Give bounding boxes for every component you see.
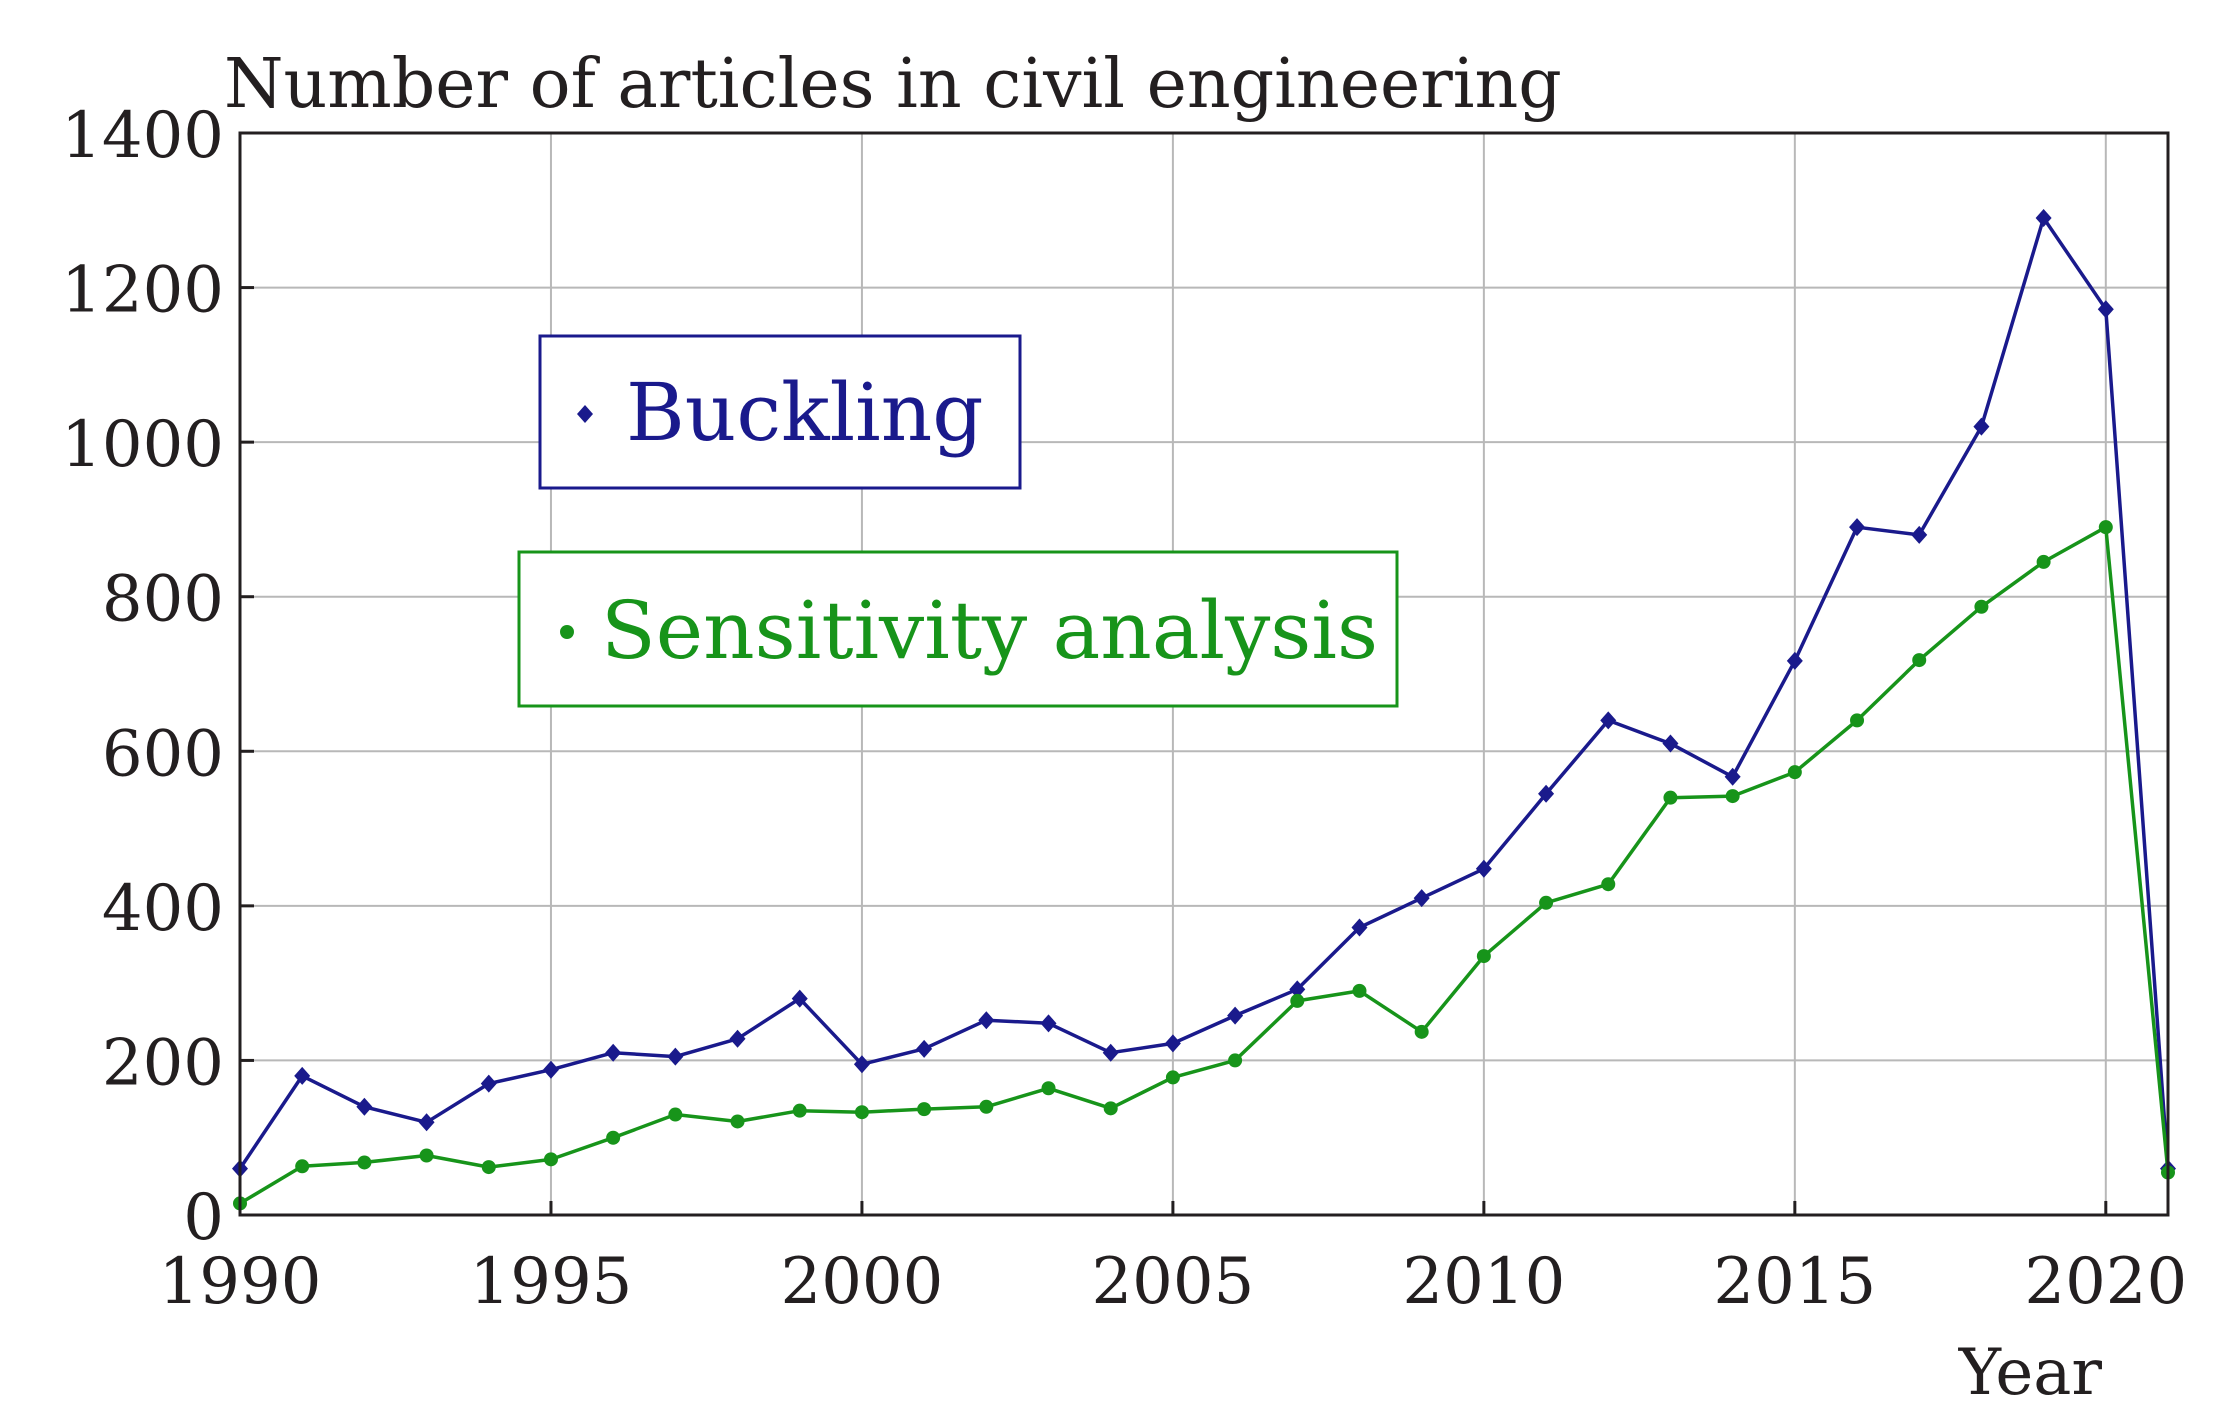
data-point-buckling [1973,417,1990,436]
data-point-buckling [1351,918,1368,937]
data-point-sensitivity-analysis [1850,713,1865,728]
data-point-buckling [791,989,808,1008]
y-tick-label: 400 [102,872,224,946]
data-point-sensitivity-analysis [1601,877,1616,892]
data-point-sensitivity-analysis [1352,983,1367,998]
series-sensitivity-analysis [233,520,2175,1211]
y-tick-label: 0 [183,1181,224,1255]
data-point-sensitivity-analysis [1290,993,1305,1008]
data-point-buckling [916,1039,933,1058]
x-tick-label: 2010 [1402,1245,1565,1319]
x-tick-label: 1995 [470,1245,633,1319]
legend-buckling-marker [577,405,593,423]
legend-buckling-label: Buckling [626,366,984,459]
data-point-sensitivity-analysis [1787,765,1802,780]
y-tick-label: 800 [102,563,224,637]
data-point-buckling [1662,734,1679,753]
data-point-sensitivity-analysis [419,1148,434,1163]
data-point-buckling [729,1029,746,1048]
data-point-buckling [1413,889,1430,908]
data-point-buckling [1849,518,1866,537]
data-point-buckling [1164,1034,1181,1053]
data-point-buckling [1227,1006,1244,1025]
data-point-buckling [294,1066,311,1085]
y-tick-label: 1200 [61,254,224,328]
x-tick-label: 1990 [159,1245,322,1319]
legend-buckling-box [538,334,1022,490]
data-point-sensitivity-analysis [1165,1070,1180,1085]
data-point-sensitivity-analysis [295,1159,310,1174]
series-layer [232,209,2176,1211]
data-point-sensitivity-analysis [917,1102,932,1117]
x-tick-label: 2000 [780,1245,943,1319]
data-point-sensitivity-analysis [1663,790,1678,805]
data-point-buckling [1102,1043,1119,1062]
series-line-sensitivity-analysis [239,525,2170,1205]
data-point-buckling [667,1047,684,1066]
series-line-buckling [238,216,2170,1170]
data-point-sensitivity-analysis [357,1155,372,1170]
y-tick-label: 600 [102,717,224,791]
data-point-sensitivity-analysis [1974,599,1989,614]
data-point-sensitivity-analysis [1103,1101,1118,1116]
y-tick-label: 200 [102,1026,224,1100]
data-point-sensitivity-analysis [543,1152,558,1167]
y-tick-label: 1400 [61,99,224,173]
data-point-sensitivity-analysis [668,1107,683,1122]
x-tick-label: 2020 [2024,1245,2187,1319]
data-point-buckling [1911,525,1928,544]
data-point-sensitivity-analysis [792,1103,807,1118]
data-point-sensitivity-analysis [2036,554,2051,569]
data-point-buckling [418,1113,435,1132]
x-tick-labels: 1990 1995 2000 2005 2010 2015 2020 [159,1245,2188,1319]
data-point-buckling [2035,209,2052,228]
plot-frame [238,131,2170,1217]
data-point-sensitivity-analysis [1228,1053,1243,1068]
data-point-buckling [1289,980,1306,999]
y-tick-labels: 0 200 400 600 800 1000 1200 1400 [61,99,224,1255]
data-point-sensitivity-analysis [730,1114,745,1129]
data-point-buckling [978,1011,995,1030]
data-point-sensitivity-analysis [1476,949,1491,964]
data-point-sensitivity-analysis [1725,789,1740,804]
data-point-sensitivity-analysis [1414,1024,1429,1039]
data-point-buckling [1475,859,1492,878]
data-point-buckling [1040,1014,1057,1033]
data-point-sensitivity-analysis [606,1130,621,1145]
chart-title: Number of articles in civil engineering [224,45,1562,124]
data-point-buckling [1724,767,1741,786]
data-point-sensitivity-analysis [2098,520,2113,535]
data-point-buckling [1600,711,1617,730]
data-point-buckling [1786,651,1803,670]
x-tick-label: 2015 [1713,1245,1876,1319]
data-point-buckling [853,1055,870,1074]
legend-sensitivity-label: Sensitivity analysis [601,584,1378,677]
y-tick-label: 1000 [61,408,224,482]
data-point-sensitivity-analysis [1912,653,1927,668]
legend-sensitivity: Sensitivity analysis [517,550,1399,708]
legend-sensitivity-marker [560,625,574,639]
legend-sensitivity-box [517,550,1399,708]
data-point-sensitivity-analysis [1041,1081,1056,1096]
x-tick-label: 2005 [1091,1245,1254,1319]
legend-buckling: Buckling [538,334,1022,490]
data-point-buckling [1538,784,1555,803]
data-point-buckling [542,1060,559,1079]
data-point-sensitivity-analysis [854,1105,869,1120]
data-point-sensitivity-analysis [979,1099,994,1114]
x-axis-label: Year [1958,1336,2103,1410]
data-point-buckling [480,1074,497,1093]
data-point-buckling [356,1097,373,1116]
data-point-buckling [2097,300,2114,319]
data-point-sensitivity-analysis [481,1160,496,1175]
data-point-sensitivity-analysis [1539,895,1554,910]
data-point-buckling [605,1043,622,1062]
